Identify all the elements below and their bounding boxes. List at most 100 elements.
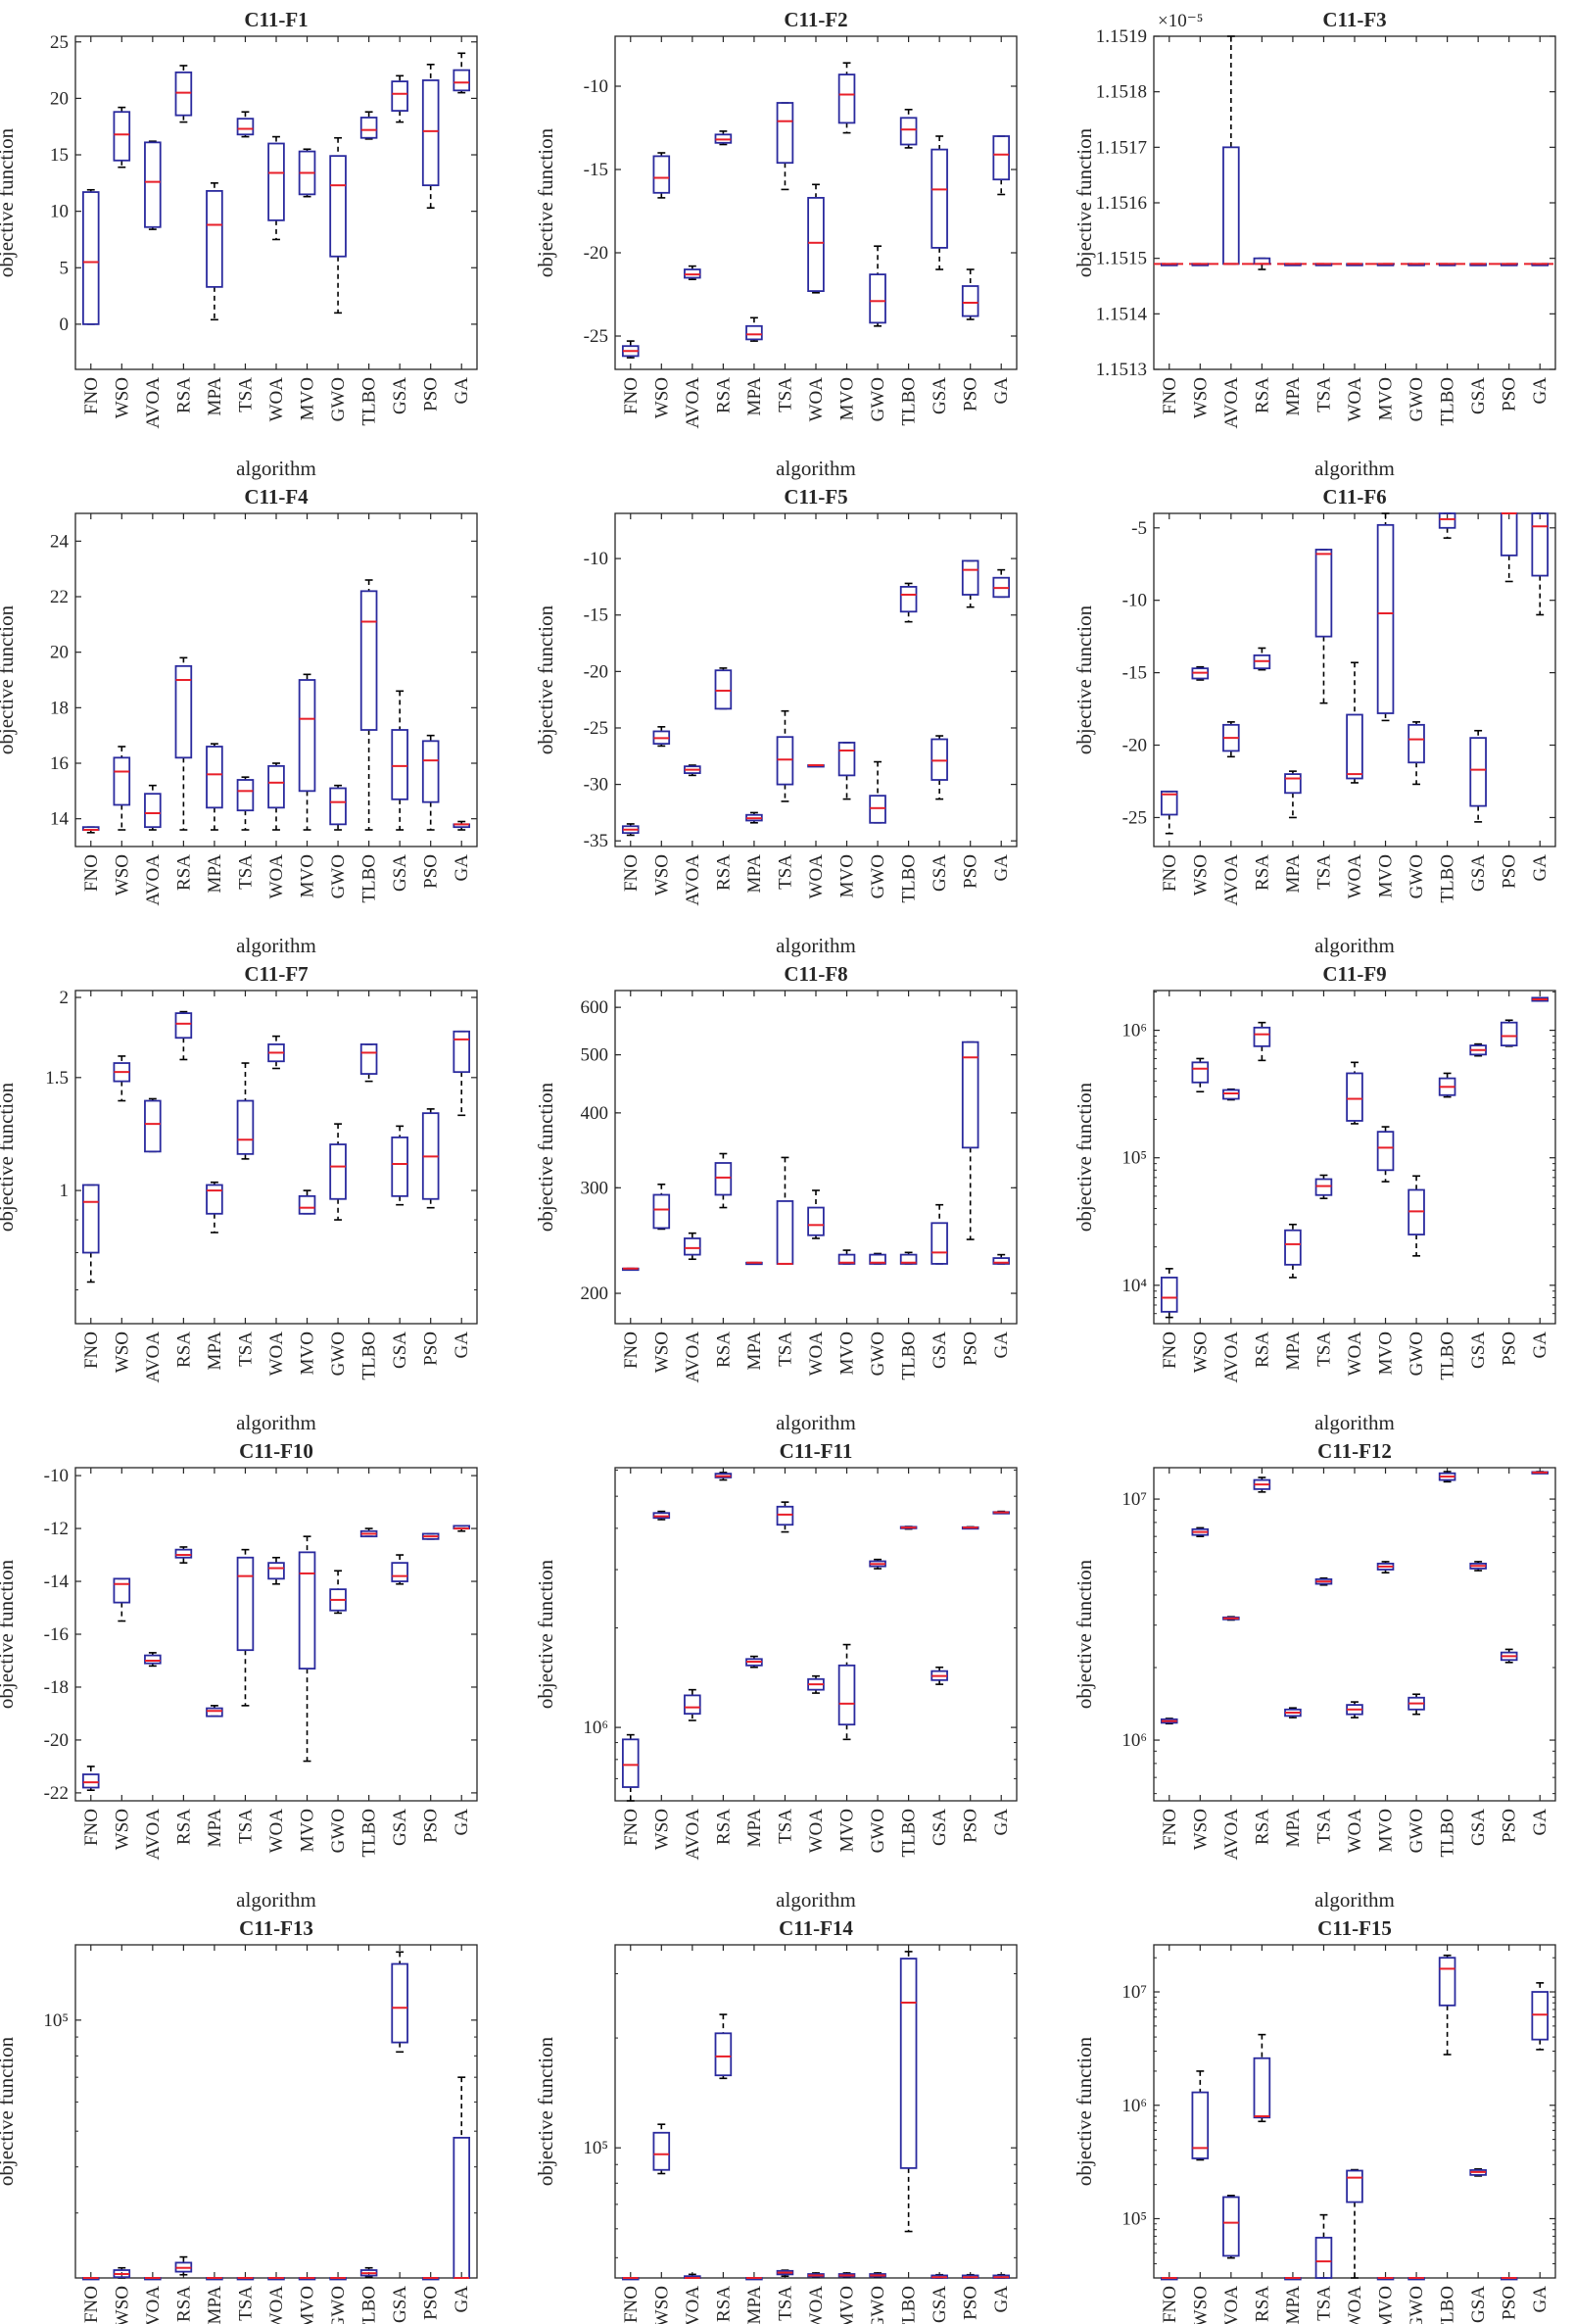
box-ga [453, 52, 471, 94]
axes-frame [614, 512, 1018, 847]
iqr-box [714, 1162, 733, 1196]
iqr-box [899, 117, 918, 146]
box-mpa [1284, 770, 1302, 819]
box-tlbo [899, 1951, 918, 2233]
plot-title: C11-F7 [244, 962, 308, 986]
iqr-box [837, 742, 856, 777]
iqr-box [1376, 523, 1395, 714]
box-wso [652, 152, 671, 199]
box-avoa [1222, 2195, 1240, 2259]
x-tick-label: AVOA [683, 2286, 703, 2324]
x-tick-label: GSA [930, 854, 950, 892]
box-pso [961, 268, 979, 320]
box-pso [421, 2277, 440, 2281]
x-tick-label: GWO [868, 377, 888, 421]
x-tick-label: GWO [868, 1331, 888, 1376]
box-avoa [144, 1097, 162, 1153]
x-tick-label: GSA [1468, 2286, 1489, 2323]
x-tick-label: WSO [1190, 377, 1211, 418]
y-tick-label: 20 [50, 88, 69, 109]
iqr-box [899, 586, 918, 613]
x-tick-label: FNO [621, 377, 642, 414]
x-tick-label: WOA [266, 854, 287, 899]
box-gwo [869, 1252, 886, 1265]
x-tick-label: GA [991, 377, 1012, 405]
y-tick-label: 600 [581, 997, 609, 1018]
iqr-box [714, 2032, 733, 2077]
iqr-box [1222, 146, 1240, 266]
x-axis-label: algorithm [776, 1411, 856, 1434]
iqr-box [1284, 1229, 1302, 1266]
x-tick-label: FNO [621, 854, 642, 892]
plot-title: C11-F13 [239, 1916, 313, 1940]
box-ga [453, 2076, 471, 2279]
iqr-box [776, 736, 794, 786]
box-rsa [174, 1010, 193, 1061]
x-tick-label: WOA [1345, 854, 1365, 899]
box-fno [81, 188, 100, 325]
x-axis-label: algorithm [236, 934, 316, 957]
box-tlbo [359, 1527, 378, 1538]
iqr-box [453, 1030, 471, 1074]
iqr-box [1531, 512, 1550, 577]
y-tick-label: 16 [50, 753, 69, 774]
x-tick-label: AVOA [1221, 2286, 1242, 2324]
iqr-box [144, 1099, 162, 1153]
box-wso [1191, 2070, 1210, 2161]
box-ga [992, 1510, 1011, 1515]
x-tick-label: GSA [390, 377, 410, 414]
iqr-box [421, 740, 440, 803]
y-tick-label: -25 [584, 718, 608, 739]
y-axis-label: objective function [0, 605, 18, 754]
y-tick-label: 10⁶ [1121, 2096, 1147, 2116]
iqr-box [174, 1012, 193, 1040]
box-tsa [1314, 1174, 1333, 1199]
plot-title: C11-F12 [1317, 1439, 1392, 1463]
x-tick-label: TSA [775, 1331, 795, 1367]
y-tick-label: 1.1514 [1096, 304, 1148, 324]
y-tick-label: 300 [581, 1178, 609, 1198]
x-tick-label: WSO [1190, 2286, 1211, 2324]
box-rsa [714, 1152, 733, 1209]
box-gsa [930, 135, 948, 270]
x-tick-label: TSA [1313, 377, 1334, 412]
y-tick-label: 10⁵ [1121, 2208, 1147, 2229]
iqr-box [930, 148, 948, 249]
x-tick-label: TSA [775, 854, 795, 890]
box-fno [1160, 1718, 1178, 1725]
x-tick-label: AVOA [1221, 377, 1242, 429]
x-tick-label: MVO [1376, 1809, 1397, 1852]
x-tick-label: WSO [651, 1331, 672, 1373]
axes-frame [74, 512, 478, 847]
iqr-box [206, 1707, 223, 1718]
box-avoa [1222, 1088, 1240, 1101]
iqr-box [684, 1237, 701, 1256]
iqr-box [807, 1206, 825, 1236]
x-tick-label: TSA [1313, 1809, 1334, 1844]
x-axis-label: algorithm [1314, 457, 1395, 480]
box-tlbo [899, 109, 918, 149]
x-tick-label: RSA [1252, 377, 1272, 413]
x-tick-label: MPA [1283, 1331, 1304, 1371]
iqr-box [1438, 1957, 1456, 2007]
y-axis-label: objective function [534, 127, 557, 277]
x-tick-label: GSA [1468, 1331, 1489, 1369]
x-tick-label: RSA [173, 1809, 194, 1845]
x-tick-label: TSA [1313, 1331, 1334, 1367]
box-gwo [329, 136, 347, 315]
box-wso [113, 106, 131, 169]
box-woa [267, 1035, 285, 1070]
x-tick-label: GSA [390, 1331, 410, 1369]
box-mvo [298, 2277, 316, 2281]
x-tick-label: RSA [713, 1809, 734, 1845]
iqr-box [652, 2131, 671, 2171]
x-tick-label: WSO [651, 1809, 672, 1850]
iqr-box [174, 71, 193, 117]
iqr-box [1314, 549, 1333, 638]
x-tick-label: PSO [961, 854, 981, 889]
box-pso [961, 1041, 979, 1240]
box-gwo [869, 2272, 886, 2279]
box-woa [267, 762, 285, 831]
x-tick-label: WOA [806, 854, 827, 899]
